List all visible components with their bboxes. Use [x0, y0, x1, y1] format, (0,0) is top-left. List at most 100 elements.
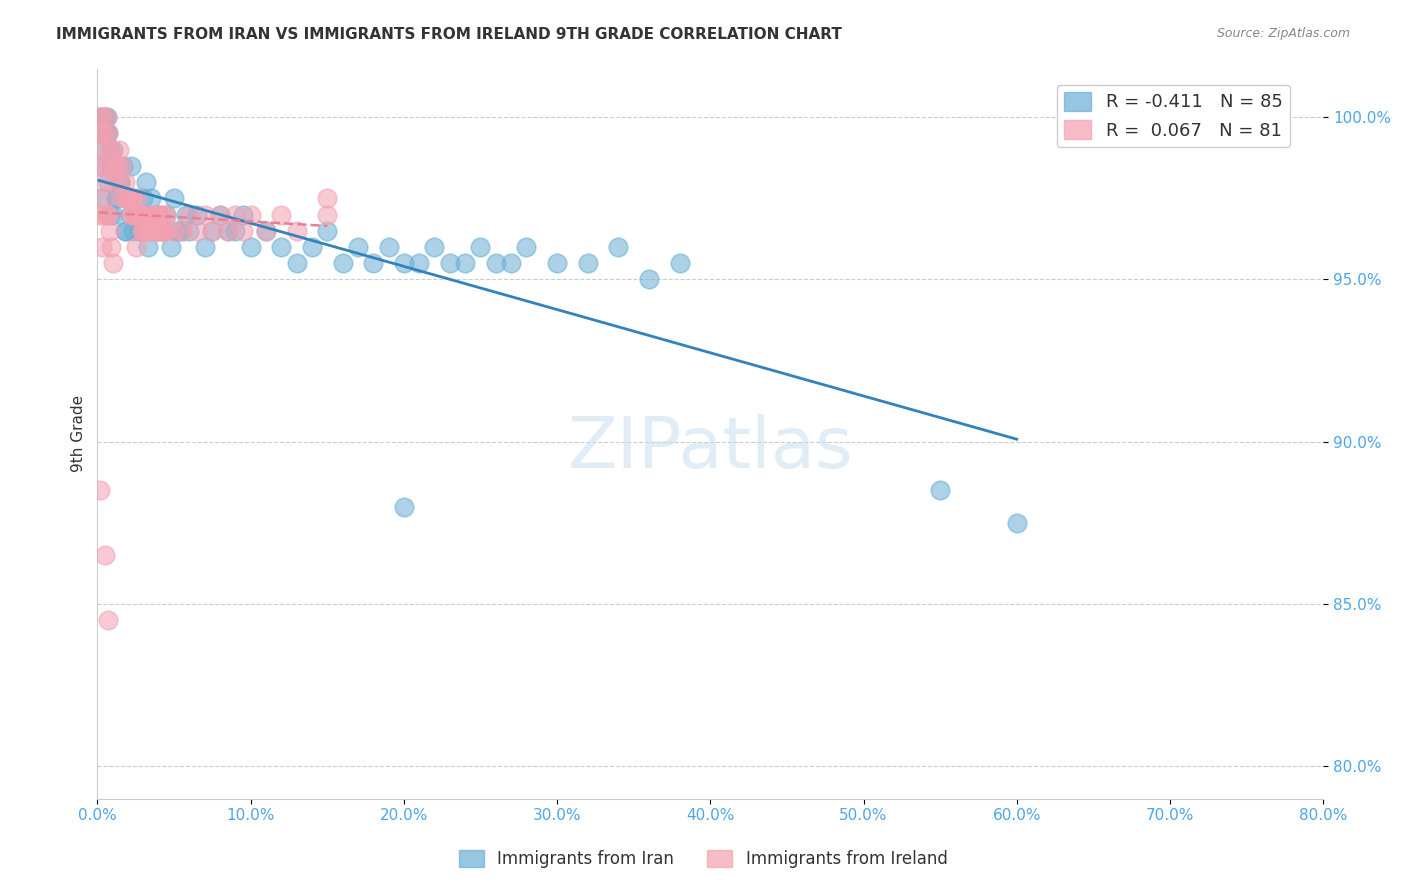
Point	[163, 224, 186, 238]
Point	[160, 240, 183, 254]
Point	[145, 224, 167, 238]
Point	[96, 208, 118, 222]
Point	[141, 208, 163, 222]
Point	[105, 191, 128, 205]
Point	[270, 208, 292, 222]
Point	[94, 127, 117, 141]
Point	[96, 127, 118, 141]
Point	[97, 613, 120, 627]
Point	[515, 240, 537, 254]
Point	[87, 159, 110, 173]
Point	[127, 191, 149, 205]
Point	[408, 256, 430, 270]
Point	[576, 256, 599, 270]
Point	[101, 159, 124, 173]
Point	[186, 208, 208, 222]
Point	[91, 240, 114, 254]
Point	[124, 208, 146, 222]
Point	[153, 224, 176, 238]
Point	[107, 143, 129, 157]
Point	[332, 256, 354, 270]
Point	[128, 208, 150, 222]
Point	[98, 143, 121, 157]
Point	[100, 240, 122, 254]
Point	[217, 224, 239, 238]
Legend: R = -0.411   N = 85, R =  0.067   N = 81: R = -0.411 N = 85, R = 0.067 N = 81	[1057, 85, 1289, 147]
Point	[138, 224, 160, 238]
Point	[150, 224, 173, 238]
Point	[285, 224, 308, 238]
Text: Source: ZipAtlas.com: Source: ZipAtlas.com	[1216, 27, 1350, 40]
Point	[254, 224, 277, 238]
Point	[201, 224, 224, 238]
Point	[132, 191, 155, 205]
Point	[93, 208, 115, 222]
Point	[270, 240, 292, 254]
Point	[110, 175, 132, 189]
Point	[134, 208, 156, 222]
Point	[124, 208, 146, 222]
Point	[114, 175, 136, 189]
Text: ZIPatlas: ZIPatlas	[568, 414, 853, 483]
Point	[97, 175, 120, 189]
Point	[194, 240, 217, 254]
Point	[89, 110, 111, 124]
Point	[121, 224, 143, 238]
Point	[929, 483, 952, 498]
Point	[100, 143, 122, 157]
Point	[117, 191, 139, 205]
Point	[87, 127, 110, 141]
Point	[239, 240, 262, 254]
Point	[148, 208, 170, 222]
Point	[98, 143, 121, 157]
Point	[132, 208, 155, 222]
Point	[485, 256, 508, 270]
Point	[101, 256, 124, 270]
Point	[316, 208, 339, 222]
Point	[91, 191, 114, 205]
Point	[89, 208, 111, 222]
Point	[392, 500, 415, 514]
Point	[93, 110, 115, 124]
Point	[163, 191, 186, 205]
Point	[232, 224, 254, 238]
Point	[155, 208, 177, 222]
Point	[186, 224, 208, 238]
Point	[135, 224, 157, 238]
Point	[423, 240, 446, 254]
Point	[97, 127, 120, 141]
Point	[224, 224, 246, 238]
Point	[111, 159, 134, 173]
Point	[93, 175, 115, 189]
Point	[124, 240, 146, 254]
Point	[148, 208, 170, 222]
Point	[170, 224, 193, 238]
Point	[254, 224, 277, 238]
Point	[208, 208, 231, 222]
Point	[136, 208, 159, 222]
Point	[118, 191, 141, 205]
Point	[98, 224, 121, 238]
Point	[392, 256, 415, 270]
Point	[132, 224, 155, 238]
Point	[208, 208, 231, 222]
Point	[170, 224, 193, 238]
Point	[454, 256, 477, 270]
Point	[150, 208, 173, 222]
Point	[149, 224, 172, 238]
Point	[139, 191, 162, 205]
Point	[155, 208, 177, 222]
Point	[546, 256, 568, 270]
Point	[117, 191, 139, 205]
Point	[128, 224, 150, 238]
Point	[110, 175, 132, 189]
Point	[91, 159, 114, 173]
Point	[87, 127, 110, 141]
Point	[89, 110, 111, 124]
Point	[94, 110, 117, 124]
Point	[97, 127, 120, 141]
Point	[104, 191, 127, 205]
Point	[93, 110, 115, 124]
Point	[174, 208, 197, 222]
Point	[152, 224, 174, 238]
